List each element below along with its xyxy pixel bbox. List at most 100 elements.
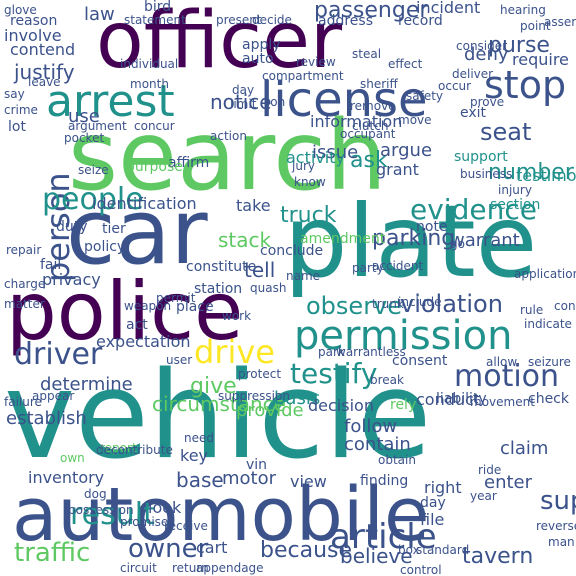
cloud-word: take	[236, 196, 271, 215]
cloud-word: tier	[102, 221, 126, 237]
cloud-word: action	[210, 129, 247, 143]
cloud-word: motor	[222, 468, 277, 489]
cloud-word: cart	[196, 538, 228, 557]
cloud-word: suppress	[540, 486, 576, 516]
cloud-word: return	[172, 561, 209, 575]
cloud-word: determine	[40, 374, 133, 395]
cloud-word: go	[450, 237, 465, 251]
cloud-word: effect	[388, 57, 423, 71]
cloud-word: right	[424, 478, 462, 497]
cloud-word: automobile	[12, 472, 430, 558]
cloud-word: tavern	[462, 544, 534, 569]
cloud-word: argument	[68, 119, 127, 133]
cloud-word: day	[232, 83, 255, 97]
cloud-word: duty	[56, 219, 88, 235]
cloud-word: party	[352, 261, 384, 275]
cloud-word: statement	[124, 13, 186, 27]
cloud-word: rely	[390, 397, 417, 413]
cloud-word: exit	[460, 105, 487, 121]
cloud-word: vin	[246, 457, 268, 473]
cloud-word: enter	[484, 472, 533, 493]
cloud-word: constitute	[186, 259, 257, 275]
cloud-word: argue	[380, 140, 433, 161]
cloud-word: individual	[120, 57, 179, 71]
cloud-word: involve	[4, 26, 62, 45]
cloud-word: assert	[544, 15, 576, 29]
cloud-word: consent	[392, 353, 448, 369]
cloud-word: policy	[84, 239, 126, 255]
cloud-word: clutch	[352, 119, 389, 133]
cloud-word: notice	[210, 90, 272, 114]
cloud-word: fail	[40, 257, 62, 273]
cloud-word: indicate	[524, 317, 572, 331]
cloud-word: work	[222, 309, 252, 323]
cloud-word: park	[318, 345, 345, 359]
cloud-word: establish	[6, 408, 87, 429]
cloud-word: decide	[252, 13, 292, 27]
cloud-word: rule	[520, 303, 544, 317]
cloud-word: name	[286, 269, 321, 283]
cloud-word: privacy	[42, 270, 101, 289]
cloud-word: drive	[194, 333, 275, 371]
cloud-word: stack	[218, 228, 272, 252]
cloud-word: review	[296, 55, 336, 69]
cloud-word: circumstance	[152, 392, 286, 416]
cloud-word: result	[70, 497, 155, 532]
cloud-word: issue	[312, 142, 359, 163]
cloud-word: plate	[284, 183, 538, 300]
cloud-word: present	[216, 13, 262, 27]
cloud-word: matter	[4, 297, 45, 311]
cloud-word: purpose	[126, 159, 183, 175]
cloud-word: record	[398, 13, 443, 29]
cloud-word: expectation	[96, 332, 191, 351]
cloud-word: officer	[96, 0, 343, 86]
cloud-word: son	[264, 95, 286, 109]
cloud-word: lot	[8, 119, 26, 135]
cloud-word: occur	[438, 79, 472, 93]
cloud-word: circuit	[120, 561, 157, 575]
cloud-word: steal	[352, 47, 382, 61]
cloud-word: vehicle	[4, 347, 432, 486]
cloud-word: car	[66, 180, 208, 285]
cloud-word: own	[60, 451, 85, 465]
cloud-word: claim	[500, 438, 549, 459]
cloud-word: observe	[306, 292, 403, 320]
cloud-word: know	[294, 175, 326, 189]
cloud-word: condition	[554, 299, 576, 313]
cloud-word: appendage	[196, 561, 264, 575]
cloud-word: station	[194, 281, 243, 297]
cloud-word: place	[176, 299, 214, 315]
cloud-word: quash	[250, 281, 287, 295]
cloud-word: contend	[10, 40, 76, 59]
cloud-word: identification	[92, 194, 197, 213]
cloud-word: testimony	[516, 166, 576, 185]
cloud-word: glove	[4, 3, 37, 17]
cloud-word: give	[190, 374, 237, 399]
cloud-word: pocket	[64, 131, 105, 145]
cloud-word: owner	[128, 534, 209, 564]
cloud-word: section	[490, 197, 541, 213]
cloud-word: auto	[242, 51, 274, 67]
cloud-word: number	[488, 160, 574, 185]
cloud-word: promise	[120, 515, 169, 529]
cloud-word: failure	[4, 395, 42, 409]
cloud-word: trunk	[372, 297, 404, 311]
cloud-word: liability	[436, 391, 487, 407]
cloud-word: deliver	[452, 67, 494, 81]
cloud-word: month	[130, 77, 169, 91]
cloud-word: repair	[6, 243, 42, 257]
cloud-word: year	[470, 489, 497, 503]
cloud-word: law	[84, 4, 115, 25]
cloud-word: support	[454, 149, 508, 165]
cloud-word: concur	[134, 119, 175, 133]
cloud-word: user	[166, 353, 193, 367]
cloud-word: tell	[244, 258, 276, 282]
cloud-word: hearing	[500, 3, 546, 17]
cloud-word: report	[100, 441, 137, 455]
cloud-word: compartment	[262, 69, 344, 83]
cloud-word: sheriff	[360, 77, 398, 91]
cloud-word: license	[260, 72, 428, 128]
cloud-word: ask	[350, 148, 388, 173]
cloud-word: injury	[498, 183, 532, 197]
cloud-word: inventory	[28, 468, 105, 487]
